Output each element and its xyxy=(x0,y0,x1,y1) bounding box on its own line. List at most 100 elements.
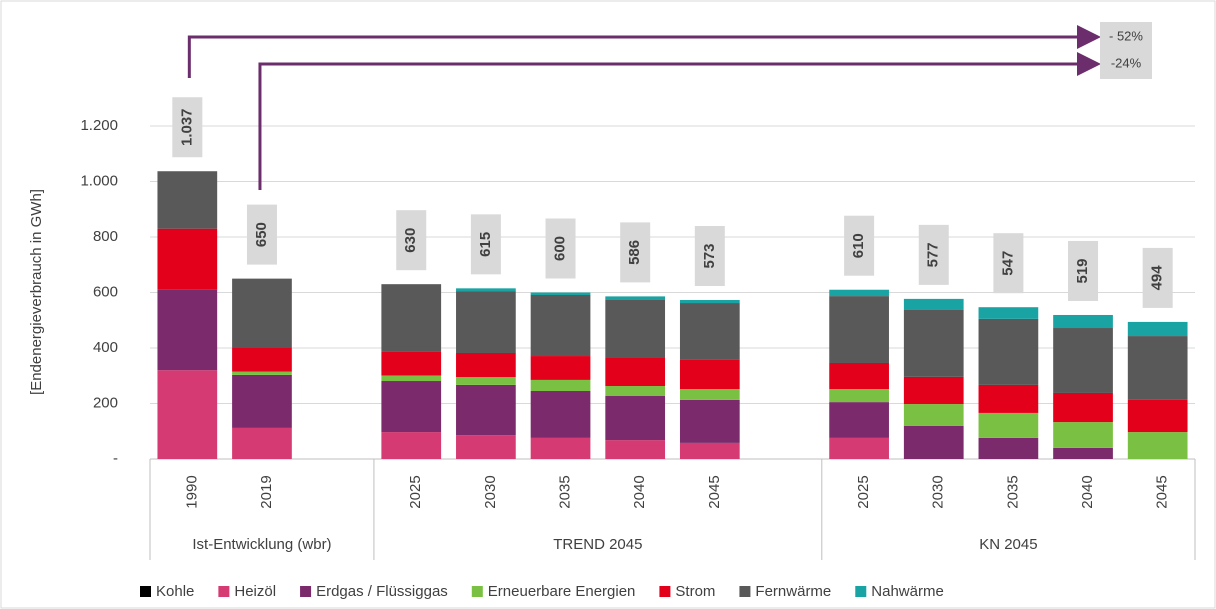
total-label: 600 xyxy=(552,236,569,261)
annotation-box xyxy=(1100,49,1152,79)
bar-segment xyxy=(978,412,1039,438)
bar-segment xyxy=(232,348,292,372)
total-label-box xyxy=(545,218,576,279)
annotation-text: - 52% xyxy=(1109,28,1143,43)
x-tick-label: 2035 xyxy=(1004,475,1021,508)
legend-label: Erneuerbare Energien xyxy=(488,583,636,600)
legend-label: Fernwärme xyxy=(755,583,831,600)
total-label: 650 xyxy=(253,222,270,247)
annotation-arrow xyxy=(187,25,1101,78)
bar-segment xyxy=(530,391,591,438)
bar-segment xyxy=(679,299,740,304)
bar-segment xyxy=(903,376,964,405)
bar-segment xyxy=(232,278,292,348)
bar-segment xyxy=(456,435,516,459)
bar-segment xyxy=(530,294,591,357)
bar-segment xyxy=(456,384,516,436)
total-label-box xyxy=(1068,240,1099,301)
bar-segment xyxy=(456,288,516,292)
x-tick-label: 2030 xyxy=(930,475,947,508)
annotation-text: -24% xyxy=(1111,55,1142,70)
y-tick-label: 1.000 xyxy=(80,172,118,189)
total-label: 630 xyxy=(402,228,419,253)
total-label: 577 xyxy=(925,242,942,267)
y-tick-label: - xyxy=(113,450,118,467)
total-label-box xyxy=(246,204,277,265)
legend-label: Strom xyxy=(675,583,715,600)
bar-segment xyxy=(530,356,591,380)
total-label: 1.037 xyxy=(178,108,195,146)
bar-segment xyxy=(381,432,442,459)
bar-segment xyxy=(1127,432,1188,459)
bar-segment xyxy=(1127,321,1188,337)
bar-segment xyxy=(978,307,1039,319)
bar-segment xyxy=(605,386,666,397)
x-tick-label: 2045 xyxy=(1154,475,1171,508)
bar-segment xyxy=(530,292,591,295)
total-label-box xyxy=(844,215,875,276)
bar-segment xyxy=(679,389,740,400)
total-label: 547 xyxy=(999,251,1016,276)
bar-segment xyxy=(679,442,740,459)
legend-swatch xyxy=(739,586,751,597)
total-label: 586 xyxy=(626,240,643,265)
legend-label: Heizöl xyxy=(234,583,276,600)
bar-segment xyxy=(1127,399,1188,433)
y-tick-label: 200 xyxy=(93,394,118,411)
bar-segment xyxy=(829,402,889,438)
legend-swatch xyxy=(218,586,230,597)
annotation-box xyxy=(1100,22,1152,52)
group-label: KN 2045 xyxy=(979,536,1037,553)
total-label-box xyxy=(470,214,501,275)
legend-swatch xyxy=(659,586,671,597)
bar-segment xyxy=(679,303,740,360)
legend-swatch xyxy=(855,586,867,597)
bar-segment xyxy=(903,298,964,310)
bar-segment xyxy=(381,381,442,433)
legend-label: Kohle xyxy=(156,583,194,600)
y-tick-label: 1.200 xyxy=(80,117,118,134)
bar-segment xyxy=(605,296,666,300)
total-label-box xyxy=(172,97,203,158)
legend-swatch xyxy=(471,586,483,597)
total-label-box xyxy=(993,233,1024,294)
bar-segment xyxy=(605,299,666,358)
bar-segment xyxy=(157,370,218,459)
x-tick-label: 2025 xyxy=(855,475,872,508)
total-label: 615 xyxy=(477,232,494,257)
bar-segment xyxy=(829,296,889,363)
bar-segment xyxy=(829,437,889,459)
total-label-box xyxy=(694,225,725,286)
bar-segment xyxy=(1053,328,1113,393)
bar-segment xyxy=(903,425,964,459)
y-tick-label: 800 xyxy=(93,228,118,245)
bar-segment xyxy=(530,437,591,459)
total-label-box xyxy=(1142,247,1173,308)
total-label-box xyxy=(396,210,427,271)
x-tick-label: 2030 xyxy=(482,475,499,508)
bar-segment xyxy=(456,377,516,385)
bar-segment xyxy=(605,440,666,459)
bar-segment xyxy=(1053,447,1113,459)
bar-segment xyxy=(1053,314,1113,329)
x-tick-label: 2019 xyxy=(258,475,275,508)
x-tick-label: 2035 xyxy=(557,475,574,508)
bar-segment xyxy=(157,289,218,371)
bar-segment xyxy=(456,291,516,353)
bar-segment xyxy=(978,384,1039,413)
legend-swatch xyxy=(140,586,151,597)
bar-segment xyxy=(829,362,889,390)
y-tick-label: 600 xyxy=(93,283,118,300)
total-label: 494 xyxy=(1149,265,1166,291)
bar-segment xyxy=(232,371,292,375)
total-label-box xyxy=(918,224,949,285)
bar-segment xyxy=(605,396,666,441)
x-tick-label: 1990 xyxy=(183,475,200,508)
y-tick-label: 400 xyxy=(93,339,118,356)
bar-segment xyxy=(456,352,516,378)
x-tick-label: 2040 xyxy=(1079,475,1096,508)
total-label: 610 xyxy=(850,233,867,258)
legend-label: Erdgas / Flüssiggas xyxy=(316,583,448,600)
bar-segment xyxy=(157,171,218,229)
